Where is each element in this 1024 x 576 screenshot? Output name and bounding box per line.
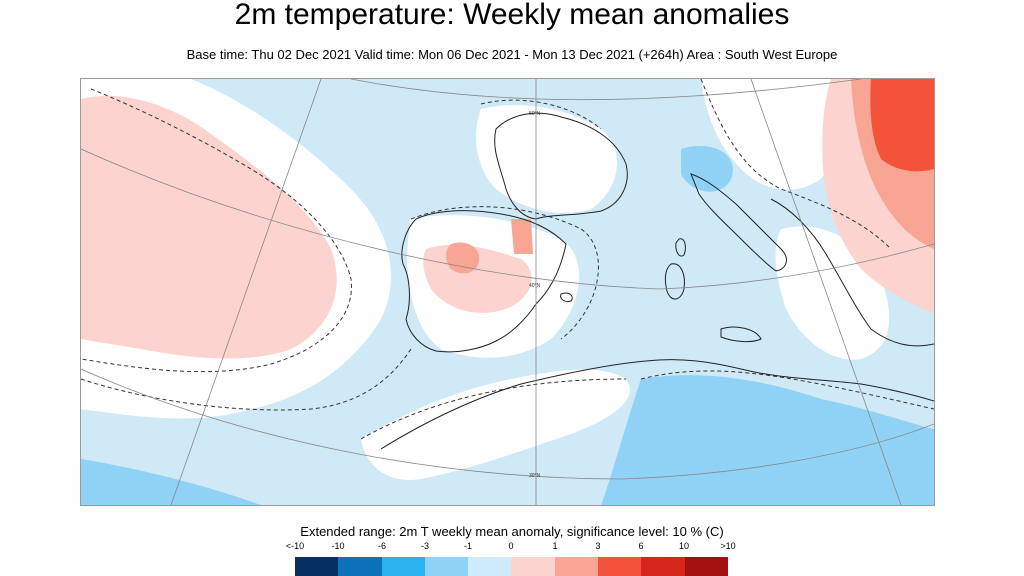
neutral-north-africa xyxy=(361,369,630,480)
legend-swatch xyxy=(468,557,512,576)
legend-swatch xyxy=(511,557,555,576)
island-corsica xyxy=(675,238,686,257)
legend-swatch xyxy=(554,557,599,576)
coast-iberia xyxy=(401,210,567,353)
strong-warm-east xyxy=(870,79,934,172)
parallel-40n xyxy=(81,148,934,290)
legend-label: -3 xyxy=(420,541,430,551)
legend-swatch xyxy=(381,557,425,576)
color-legend: <-10 -10 -6 -3 -1 0 1 3 6 10 >10 xyxy=(286,541,736,576)
island-sardinia xyxy=(664,263,685,300)
legend-swatch xyxy=(684,557,728,576)
graticule xyxy=(81,79,934,505)
map-svg: 50°N 40°N 30°N xyxy=(81,79,934,505)
coastlines xyxy=(380,112,934,450)
legend-label: -6 xyxy=(377,541,387,551)
island-sicily xyxy=(720,326,762,343)
grid-labels: 50°N 40°N 30°N xyxy=(529,111,541,479)
anomaly-map[interactable]: 50°N 40°N 30°N xyxy=(80,78,935,506)
legend-label: >10 xyxy=(720,541,736,551)
legend-swatch xyxy=(641,557,685,576)
legend-label: 3 xyxy=(595,541,601,551)
legend-label: 1 xyxy=(552,541,558,551)
coast-north-africa xyxy=(380,359,934,450)
legend-swatch xyxy=(424,557,469,576)
meridian-west xyxy=(170,79,322,505)
legend-labels: <-10 -10 -6 -3 -1 0 1 3 6 10 >10 xyxy=(286,541,736,555)
legend-label: 6 xyxy=(638,541,644,551)
parallel-30n xyxy=(81,368,934,480)
legend-title: Extended range: 2m T weekly mean anomaly… xyxy=(300,524,724,539)
grid-label-40n: 40°N xyxy=(529,283,541,289)
moderate-warm-france xyxy=(511,219,533,254)
grid-label-50n: 50°N xyxy=(529,111,541,117)
parallel-50n xyxy=(350,79,862,101)
island-mallorca xyxy=(560,292,573,302)
moderate-cold-atlantic-south xyxy=(81,459,261,505)
legend-label: 10 xyxy=(678,541,690,551)
neutral-france xyxy=(476,105,618,213)
neutral-central-europe xyxy=(701,79,846,190)
coast-italy xyxy=(690,173,787,272)
legend-swatch xyxy=(338,557,382,576)
coast-france xyxy=(494,112,628,220)
legend-label: -1 xyxy=(463,541,473,551)
moderate-cold-north-africa xyxy=(601,375,934,505)
chart-subtitle: Base time: Thu 02 Dec 2021 Valid time: M… xyxy=(186,47,838,62)
legend-swatch xyxy=(598,557,642,576)
legend-swatch xyxy=(295,557,339,576)
legend-label: -10 xyxy=(331,541,345,551)
legend-label: <-10 xyxy=(285,541,305,551)
significance-contours xyxy=(81,79,934,440)
grid-label-30n: 30°N xyxy=(529,473,541,479)
legend-label: 0 xyxy=(508,541,514,551)
weak-warm-atlantic xyxy=(81,95,337,359)
moderate-warm-iberia-north xyxy=(446,242,480,274)
legend-bar xyxy=(295,557,728,576)
chart-title: 2m temperature: Weekly mean anomalies xyxy=(234,0,790,31)
meridian-east xyxy=(750,79,902,505)
